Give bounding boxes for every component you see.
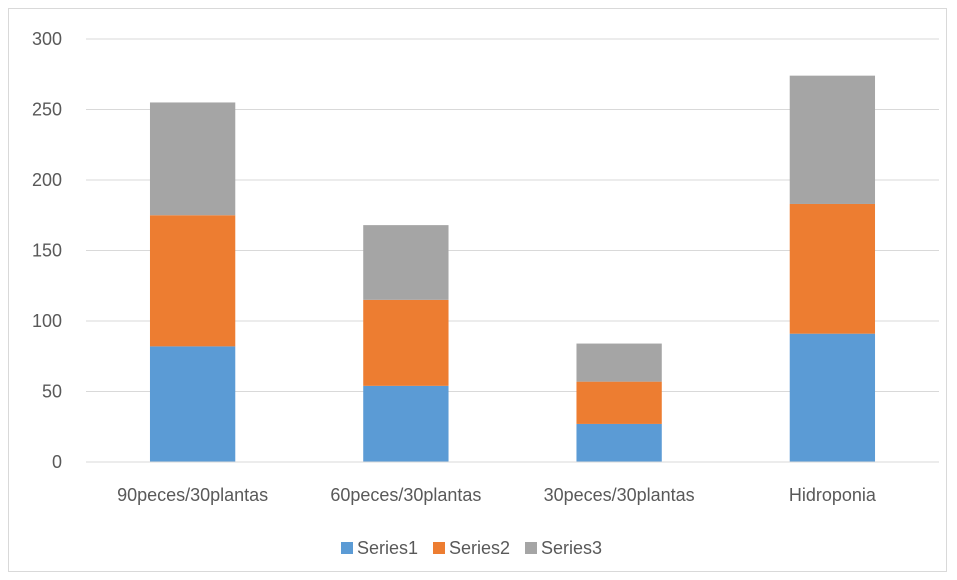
x-tick-label: 30peces/30plantas xyxy=(544,485,695,505)
bar-series2-2 xyxy=(363,299,449,386)
legend-label-series3: Series3 xyxy=(541,538,602,558)
bar-series3-4 xyxy=(789,75,876,204)
x-tick-label: 90peces/30plantas xyxy=(117,485,268,505)
legend: Series1 Series2 Series3 xyxy=(341,538,602,558)
bars xyxy=(149,75,876,462)
x-tick-label: 60peces/30plantas xyxy=(330,485,481,505)
legend-swatch-series2 xyxy=(433,542,445,554)
y-tick-label: 0 xyxy=(52,452,62,472)
y-tick-label: 100 xyxy=(32,311,62,331)
bar-series2-4 xyxy=(789,203,876,334)
bar-series1-2 xyxy=(363,385,449,462)
y-tick-label: 300 xyxy=(32,29,62,49)
bar-series1-1 xyxy=(149,346,236,462)
bar-series3-2 xyxy=(363,225,449,300)
bar-series1-3 xyxy=(576,423,662,462)
x-axis-tick-labels: 90peces/30plantas 60peces/30plantas 30pece… xyxy=(117,485,877,505)
x-tick-label: Hidroponia xyxy=(789,485,877,505)
y-tick-label: 50 xyxy=(42,382,62,402)
legend-swatch-series1 xyxy=(341,542,353,554)
y-tick-label: 150 xyxy=(32,241,62,261)
bar-series3-3 xyxy=(576,343,662,382)
y-axis-tick-labels: 0 50 100 150 200 250 300 xyxy=(32,29,62,472)
y-tick-label: 200 xyxy=(32,170,62,190)
y-tick-label: 250 xyxy=(32,100,62,120)
legend-label-series1: Series1 xyxy=(357,538,418,558)
legend-label-series2: Series2 xyxy=(449,538,510,558)
legend-swatch-series3 xyxy=(525,542,537,554)
bar-series2-1 xyxy=(149,215,236,347)
bar-series2-3 xyxy=(576,381,662,424)
bar-series3-1 xyxy=(149,102,236,216)
bar-series1-4 xyxy=(789,333,876,462)
